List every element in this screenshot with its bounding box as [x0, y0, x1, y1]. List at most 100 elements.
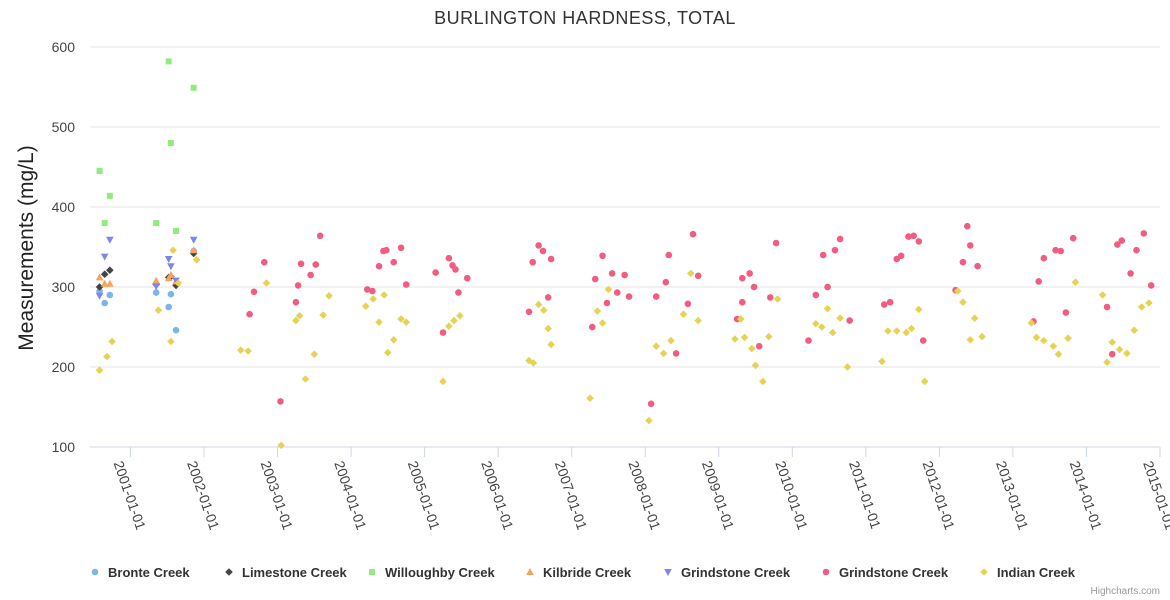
data-point[interactable] — [1127, 270, 1134, 277]
data-point[interactable] — [1133, 246, 1140, 254]
data-point[interactable] — [95, 366, 104, 374]
data-point[interactable] — [828, 328, 837, 337]
data-point[interactable] — [621, 271, 628, 279]
data-point[interactable] — [812, 291, 820, 299]
data-point[interactable] — [764, 332, 773, 341]
data-point[interactable] — [439, 329, 447, 336]
legend-item[interactable]: Grindstone Creek — [664, 565, 791, 580]
data-point[interactable] — [652, 293, 660, 300]
data-point[interactable] — [389, 336, 398, 344]
data-point[interactable] — [547, 255, 555, 263]
data-point[interactable] — [755, 342, 763, 350]
data-point[interactable] — [100, 270, 109, 278]
data-point[interactable] — [978, 332, 986, 341]
data-point[interactable] — [672, 350, 680, 357]
data-point[interactable] — [101, 220, 108, 226]
data-point[interactable] — [174, 279, 183, 287]
data-point[interactable] — [805, 337, 812, 344]
data-point[interactable] — [294, 282, 302, 289]
data-point[interactable] — [95, 283, 104, 291]
data-point[interactable] — [312, 261, 320, 268]
legend-item[interactable]: Grindstone Creek — [822, 565, 949, 580]
data-point[interactable] — [824, 283, 831, 291]
data-point[interactable] — [167, 271, 175, 278]
data-point[interactable] — [652, 342, 661, 350]
data-point[interactable] — [1118, 237, 1126, 244]
data-point[interactable] — [1130, 326, 1139, 334]
data-point[interactable] — [152, 283, 160, 291]
data-point[interactable] — [1108, 338, 1116, 346]
data-point[interactable] — [812, 320, 820, 328]
data-point[interactable] — [167, 140, 174, 146]
data-point[interactable] — [544, 294, 552, 301]
data-point[interactable] — [95, 292, 104, 300]
data-point[interactable] — [169, 246, 177, 254]
data-point[interactable] — [260, 258, 268, 266]
data-point[interactable] — [529, 359, 538, 367]
data-point[interactable] — [369, 295, 377, 303]
data-point[interactable] — [959, 258, 967, 266]
data-point[interactable] — [880, 301, 888, 308]
data-point[interactable] — [964, 222, 971, 230]
data-point[interactable] — [173, 228, 180, 234]
data-point[interactable] — [817, 323, 826, 331]
legend-item[interactable]: Bronte Creek — [91, 565, 191, 580]
data-point[interactable] — [920, 377, 929, 386]
data-point[interactable] — [1064, 334, 1072, 342]
data-point[interactable] — [172, 277, 180, 285]
data-point[interactable] — [1040, 254, 1048, 262]
data-point[interactable] — [397, 315, 405, 323]
data-point[interactable] — [953, 287, 962, 295]
data-point[interactable] — [397, 244, 405, 252]
data-point[interactable] — [277, 398, 284, 405]
data-point[interactable] — [380, 291, 388, 299]
data-point[interactable] — [525, 308, 533, 316]
data-point[interactable] — [892, 327, 901, 335]
data-point[interactable] — [750, 283, 758, 291]
data-point[interactable] — [884, 327, 892, 335]
data-point[interactable] — [731, 335, 739, 343]
data-point[interactable] — [915, 238, 923, 245]
data-point[interactable] — [297, 260, 305, 268]
data-point[interactable] — [831, 246, 839, 254]
data-point[interactable] — [445, 254, 453, 262]
data-point[interactable] — [262, 279, 271, 287]
data-point[interactable] — [1108, 350, 1116, 358]
data-point[interactable] — [910, 232, 917, 240]
data-point[interactable] — [167, 337, 175, 346]
legend-item[interactable]: Indian Creek — [980, 565, 1076, 580]
data-point[interactable] — [886, 298, 894, 306]
data-point[interactable] — [363, 286, 371, 293]
data-point[interactable] — [384, 348, 392, 357]
data-point[interactable] — [244, 347, 252, 355]
data-point[interactable] — [591, 275, 599, 283]
data-point[interactable] — [1147, 282, 1155, 289]
data-point[interactable] — [694, 316, 702, 325]
data-point[interactable] — [246, 310, 253, 318]
data-point[interactable] — [1032, 333, 1041, 342]
data-point[interactable] — [1049, 342, 1058, 350]
data-point[interactable] — [1103, 303, 1111, 311]
legend-item[interactable]: Willoughby Creek — [369, 565, 495, 580]
data-point[interactable] — [319, 311, 327, 319]
data-point[interactable] — [694, 272, 702, 280]
data-point[interactable] — [106, 266, 114, 274]
data-point[interactable] — [1054, 350, 1063, 358]
data-point[interactable] — [236, 346, 245, 354]
data-point[interactable] — [383, 246, 390, 254]
data-point[interactable] — [914, 305, 923, 314]
data-point[interactable] — [189, 236, 198, 244]
data-point[interactable] — [1123, 349, 1131, 358]
data-point[interactable] — [100, 279, 109, 287]
data-point[interactable] — [192, 256, 201, 264]
data-point[interactable] — [1103, 358, 1111, 366]
data-point[interactable] — [152, 289, 160, 296]
data-point[interactable] — [919, 337, 927, 344]
data-point[interactable] — [1057, 247, 1065, 255]
data-point[interactable] — [325, 292, 333, 300]
data-point[interactable] — [172, 326, 180, 334]
data-point[interactable] — [189, 249, 198, 258]
data-point[interactable] — [746, 270, 753, 277]
credits[interactable]: Highcharts.com — [1091, 586, 1160, 597]
data-point[interactable] — [165, 58, 172, 65]
